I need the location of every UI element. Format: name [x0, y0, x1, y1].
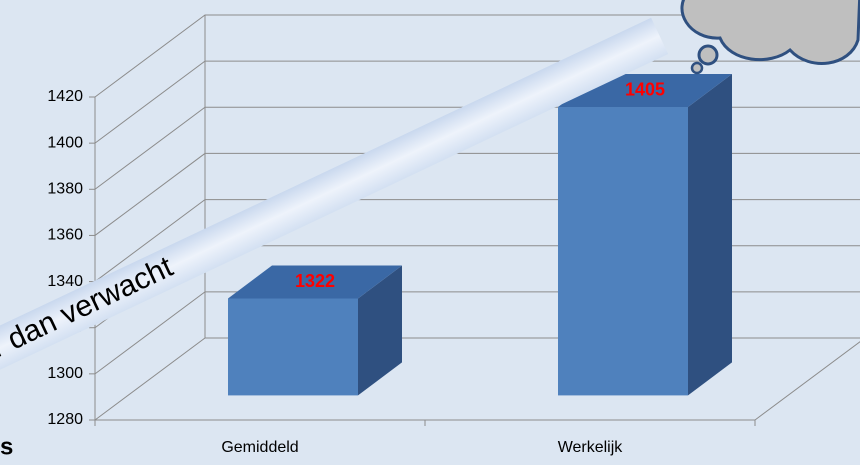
y-tick-label: 1280 [47, 411, 83, 428]
banner [0, 17, 669, 396]
bar-side [358, 265, 402, 396]
y-tick-label: 1300 [47, 365, 83, 382]
grid-line [94, 14, 860, 98]
y-tick-label: 1380 [47, 181, 83, 198]
x-tick-label: Werkelijk [558, 439, 624, 456]
bar [558, 107, 688, 396]
y-tick-label: 1360 [47, 227, 83, 244]
cloud [680, 0, 860, 75]
bar-side [688, 74, 732, 396]
x-tick-label: Gemiddeld [221, 439, 298, 456]
value-label: 1405 [625, 79, 665, 99]
y-tick-label: 1420 [47, 88, 83, 105]
y-tick-label: 1340 [47, 273, 83, 290]
bar [228, 298, 358, 396]
floor-edge [754, 341, 860, 421]
corner-text: s [0, 433, 13, 460]
y-tick-label: 1400 [47, 134, 83, 151]
value-label: 1322 [295, 271, 335, 291]
bar-top [228, 265, 402, 299]
